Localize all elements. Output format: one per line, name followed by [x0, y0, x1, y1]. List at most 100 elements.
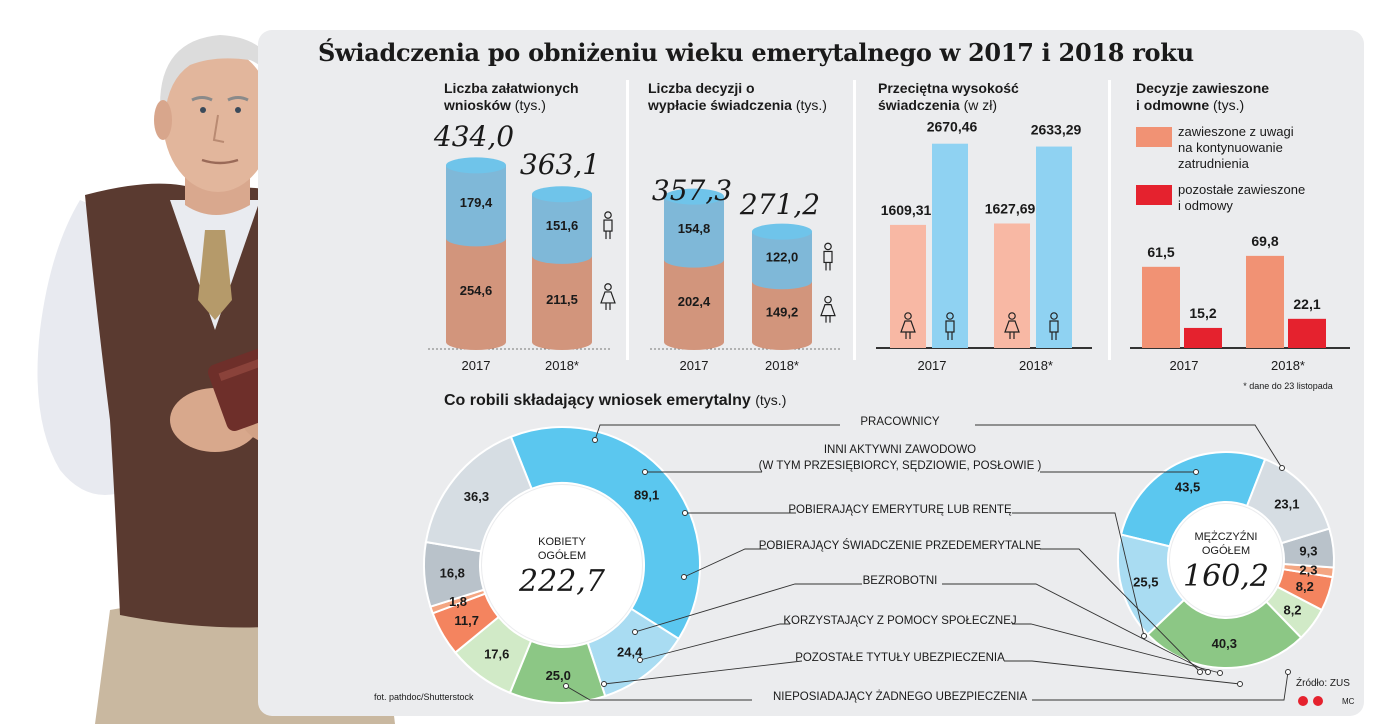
- leader-dot: [1217, 670, 1223, 676]
- bar-women: [532, 255, 592, 350]
- leader-line: [634, 583, 862, 633]
- value-label-women: 202,4: [678, 294, 711, 309]
- x-tick-label: 2018*: [1271, 358, 1305, 373]
- slice-label: 8,2: [1283, 603, 1301, 618]
- value-label: 22,1: [1293, 296, 1320, 312]
- category-label: KORZYSTAJĄCY Z POMOCY SPOŁECZNEJ: [783, 615, 1016, 627]
- leader-dot: [1237, 681, 1243, 687]
- slice-label: 1,8: [449, 594, 467, 609]
- leader-dot: [632, 629, 638, 635]
- leader-line: [1012, 512, 1145, 637]
- value-label-men: 151,6: [546, 218, 579, 233]
- bar-cap: [532, 186, 592, 203]
- female-icon: [600, 283, 616, 310]
- x-tick-label: 2017: [1170, 358, 1199, 373]
- center-label: KOBIETY: [538, 536, 586, 548]
- slice-label: 25,0: [546, 668, 571, 683]
- value-label-men: 122,0: [766, 249, 799, 264]
- center-label: MĘŻCZYŹNI: [1195, 530, 1258, 543]
- donut-men-center: [1170, 504, 1282, 616]
- leader-dot: [1193, 469, 1199, 475]
- leader-dot: [601, 681, 607, 687]
- leader-dot: [1205, 669, 1211, 675]
- donut-men-slice: [1280, 527, 1335, 569]
- divider: [1108, 80, 1111, 360]
- slice-label: 89,1: [634, 488, 659, 503]
- slice-label: 24,4: [617, 645, 643, 660]
- value-label-women: 254,6: [460, 283, 493, 298]
- value-label-women: 1609,31: [881, 202, 932, 218]
- value-label-men: 179,4: [460, 195, 493, 210]
- leader-line: [1040, 548, 1201, 673]
- category-label: POZOSTAŁE TYTUŁY UBEZPIECZENIA: [795, 652, 1005, 664]
- x-tick-label: 2018*: [765, 358, 799, 373]
- female-icon: [1004, 312, 1020, 339]
- leader-dot: [682, 510, 688, 516]
- bar-suspended-employment: [1142, 266, 1180, 348]
- value-label-men: 2670,46: [927, 119, 978, 135]
- legend-label: i odmowy: [1178, 198, 1233, 213]
- footnote: * dane do 23 listopada: [1243, 381, 1333, 391]
- value-label: 15,2: [1189, 305, 1216, 321]
- slice-label: 2,3: [1299, 562, 1317, 577]
- value-label-women: 211,5: [546, 292, 578, 307]
- bar-women: [752, 281, 812, 350]
- divider: [853, 80, 856, 360]
- logo-icon: [1298, 696, 1308, 706]
- category-label: BEZROBOTNI: [863, 575, 938, 587]
- bar-men: [532, 194, 592, 264]
- leader-dot: [592, 437, 598, 443]
- category-label: POBIERAJĄCY ŚWIADCZENIE PRZEDEMERYTALNE: [759, 539, 1042, 552]
- slice-label: 11,7: [454, 613, 479, 628]
- value-label-women: 1627,69: [985, 200, 1036, 216]
- bar-men: [446, 165, 506, 247]
- female-icon: [820, 295, 836, 323]
- bar-men: [664, 196, 724, 268]
- donut-men-slice: [1245, 458, 1331, 545]
- leader-line: [1012, 623, 1221, 674]
- section-title-decyzje: Liczba decyzji o wypłacie świadczenia (ty…: [648, 80, 827, 113]
- center-total: 160,2: [1183, 559, 1269, 594]
- leader-dot: [1279, 465, 1285, 471]
- center-label: OGÓŁEM: [538, 549, 586, 562]
- x-tick-label: 2017: [462, 358, 491, 373]
- leader-line: [1032, 671, 1289, 701]
- leader-line: [594, 424, 840, 441]
- slice-label: 36,3: [464, 489, 489, 504]
- leader-dot: [681, 574, 687, 580]
- leader-line: [683, 548, 767, 578]
- category-label: PRACOWNICY: [860, 416, 940, 428]
- section-title-wnioski: Liczba załatwionych wniosków (tys.): [444, 80, 579, 113]
- male-icon: [945, 312, 955, 340]
- x-tick-label: 2018*: [545, 358, 579, 373]
- total-label: 357,3: [652, 174, 732, 207]
- bar-cap: [752, 223, 812, 240]
- category-label: NIEPOSIADAJĄCY ŻADNEGO UBEZPIECZENIA: [773, 690, 1027, 703]
- legend-label: na kontynuowanie: [1178, 140, 1283, 155]
- donut-women-slice: [509, 426, 701, 641]
- slice-label: 40,3: [1212, 636, 1237, 651]
- male-icon: [603, 211, 613, 240]
- donut-women-center: [482, 485, 642, 645]
- bar-men: [752, 231, 812, 290]
- total-label: 363,1: [520, 148, 600, 181]
- donut-men-slice: [1264, 585, 1324, 640]
- legend-label: zawieszone z uwagi: [1178, 124, 1294, 139]
- value-label: 69,8: [1251, 233, 1278, 249]
- slice-label: 16,8: [440, 566, 465, 581]
- slice-label: 25,5: [1133, 574, 1158, 589]
- leader-dot: [637, 657, 643, 663]
- slice-label: 9,3: [1299, 544, 1317, 559]
- value-label-men: 2633,29: [1031, 122, 1082, 138]
- value-label: 61,5: [1147, 244, 1174, 260]
- x-tick-label: 2017: [918, 358, 947, 373]
- slice-label: 43,5: [1175, 479, 1200, 494]
- leader-dot: [1141, 633, 1147, 639]
- leader-line: [603, 660, 803, 685]
- total-label: 271,2: [739, 188, 820, 221]
- donut-men-slice: [1276, 568, 1334, 612]
- center-label: OGÓŁEM: [1202, 544, 1250, 557]
- donut-men-slice: [1146, 598, 1303, 669]
- leader-line: [639, 623, 790, 661]
